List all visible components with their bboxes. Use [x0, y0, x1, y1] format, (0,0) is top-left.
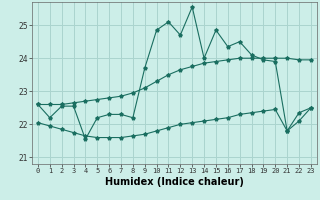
X-axis label: Humidex (Indice chaleur): Humidex (Indice chaleur): [105, 177, 244, 187]
